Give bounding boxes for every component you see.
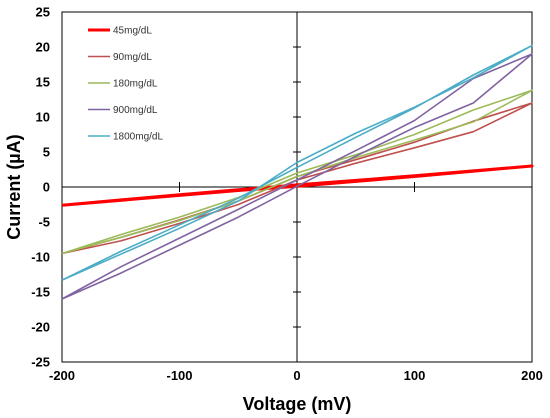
y-tick-label: -20 xyxy=(31,320,50,335)
y-tick-label: 5 xyxy=(43,145,50,160)
y-axis-title: Current (µA) xyxy=(4,134,24,239)
legend-label: 1800mg/dL xyxy=(113,132,163,143)
y-tick-label: 0 xyxy=(43,180,50,195)
tick-labels: -200 -100 0 100 200 -25 -20 -15 -10 -5 0 5 10 15 20 25 xyxy=(31,5,543,384)
legend-label: 45mg/dL xyxy=(113,26,152,37)
x-tick-label: -100 xyxy=(166,368,192,383)
x-axis-title: Voltage (mV) xyxy=(243,394,352,414)
series-line-900mg-dl xyxy=(61,53,533,300)
x-tick-label: 100 xyxy=(404,368,426,383)
legend-label: 180mg/dL xyxy=(113,79,158,90)
x-tick-label: 0 xyxy=(293,368,300,383)
series-line-45mg-dl xyxy=(61,164,534,207)
y-tick-label: 25 xyxy=(36,5,50,20)
y-tick-label: -25 xyxy=(31,355,50,370)
x-tick-label: -200 xyxy=(49,368,75,383)
series-line-1800mg-dl xyxy=(61,44,533,281)
legend: 45mg/dL 90mg/dL 180mg/dL 900mg/dL 1800mg/dL xyxy=(88,26,163,143)
y-tick-label: -15 xyxy=(31,285,50,300)
x-tick-label: 200 xyxy=(521,368,543,383)
y-tick-label: 15 xyxy=(36,75,50,90)
y-tick-label: 20 xyxy=(36,40,50,55)
y-tick-label: 10 xyxy=(36,110,50,125)
legend-label: 90mg/dL xyxy=(113,52,152,63)
legend-label: 900mg/dL xyxy=(113,105,158,116)
y-tick-label: -5 xyxy=(38,215,50,230)
y-tick-label: -10 xyxy=(31,250,50,265)
series-group xyxy=(61,44,534,300)
